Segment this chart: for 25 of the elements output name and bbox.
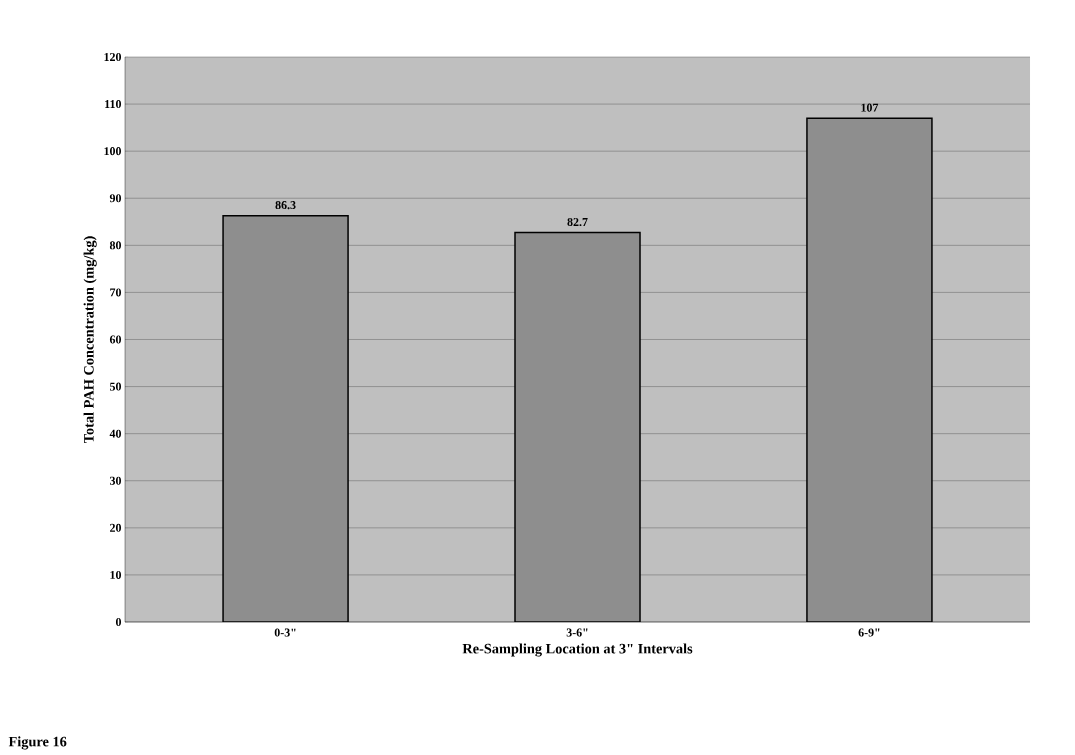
y-tick-label: 70 (110, 288, 122, 297)
y-tick-label: 60 (109, 335, 122, 344)
data-label: 82.7 (567, 217, 588, 227)
x-axis-title: Re-Sampling Location at 3" Intervals (462, 643, 693, 657)
y-tick-label: 80 (109, 241, 122, 250)
y-tick-label: 10 (110, 570, 122, 579)
y-tick-label: 50 (110, 382, 122, 391)
bar (222, 214, 349, 622)
y-axis-title: Total PAH Concentration (mg/kg) (83, 236, 97, 444)
caption: Figure 16 (8, 736, 67, 750)
x-tick-label: 3-6" (566, 628, 588, 637)
data-label: 86.3 (275, 201, 296, 210)
x-tick-label: 6-9" (858, 628, 880, 637)
y-tick-label: 0 (115, 617, 122, 627)
bar (806, 117, 933, 622)
bar (514, 231, 641, 622)
y-tick-label: 30 (109, 476, 122, 485)
y-tick-label: 40 (109, 429, 122, 438)
x-tick-label: 0-3" (274, 628, 296, 637)
y-tick-label: 20 (110, 523, 122, 532)
y-tick-label: 90 (109, 194, 122, 203)
y-tick-label: 100 (104, 147, 122, 156)
y-tick-label: 120 (104, 52, 122, 62)
data-label: 107 (861, 103, 879, 112)
y-tick-label: 110 (105, 100, 122, 109)
